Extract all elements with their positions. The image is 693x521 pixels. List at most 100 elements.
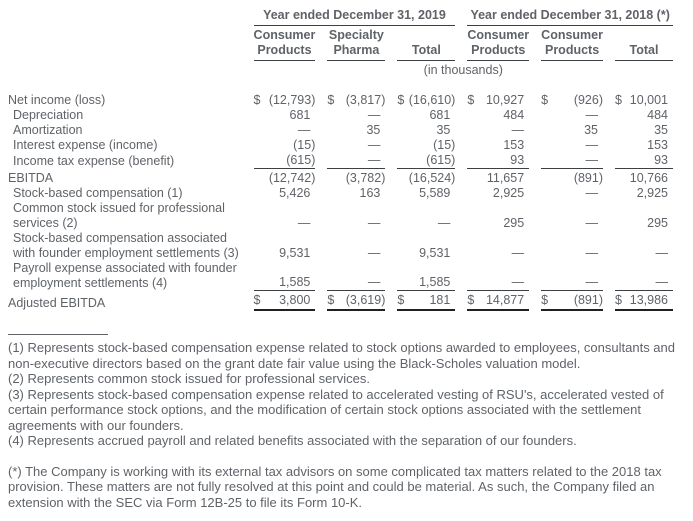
- value-text: —: [297, 216, 311, 230]
- value-text: 9,531: [419, 246, 451, 260]
- value-text: —: [511, 246, 525, 260]
- value-text: —: [437, 216, 451, 230]
- column-header-2019-total: Total: [397, 26, 456, 61]
- footnote: (4) Represents accrued payroll and relat…: [8, 433, 577, 448]
- cell-value: 10,766: [615, 169, 673, 186]
- value-text: 1,585: [419, 275, 451, 289]
- table-row: Payroll expense associated with founder …: [8, 261, 673, 291]
- value-text: (15): [293, 138, 316, 152]
- value-text: —: [367, 138, 381, 152]
- cell-value: —: [541, 231, 603, 261]
- value-text: 35: [366, 123, 381, 137]
- cell-value: —: [397, 201, 455, 231]
- value-text: 2,925: [636, 186, 668, 200]
- footnote-divider: [8, 334, 108, 335]
- cell-value: 681: [397, 108, 455, 123]
- cell-value: $13,986: [615, 291, 673, 311]
- value-text: —: [367, 246, 381, 260]
- spacer-cell: [8, 78, 673, 93]
- cell-value: 1,585: [253, 261, 316, 291]
- cell-value: —: [541, 153, 603, 169]
- value-text: 10,001: [629, 93, 668, 107]
- value-text: 681: [429, 108, 451, 122]
- column-group-2019: Year ended December 31, 2019: [253, 8, 456, 26]
- value-text: 35: [436, 123, 451, 137]
- value-text: (16,610): [408, 93, 456, 107]
- table-row: Net income (loss) $ (12,793) $ (3,817) $ (16,6…: [8, 93, 673, 108]
- cell-value: 153: [467, 138, 529, 153]
- cell-value: (891): [541, 169, 603, 186]
- cell-value: 5,426: [254, 186, 316, 201]
- cell-value: (615): [397, 153, 456, 169]
- value-text: —: [655, 275, 669, 289]
- table-row: Common stock issued for professional ser…: [8, 201, 673, 231]
- cell-value: —: [254, 201, 316, 231]
- cell-value: $ (891): [541, 291, 603, 311]
- value-text: (12,793): [268, 93, 316, 107]
- cell-value: —: [541, 261, 603, 291]
- cell-value: —: [541, 138, 603, 153]
- footnote: (2) Represents common stock issued for p…: [8, 371, 370, 386]
- ebitda-table: Year ended December 31, 2019 Year ended …: [0, 8, 685, 311]
- value-text: 2,925: [492, 186, 525, 200]
- cell-value: $ (3,817): [327, 93, 385, 108]
- dollar-sign: $: [397, 93, 405, 107]
- cell-value: (12,742): [254, 169, 316, 186]
- table-row: Amortization — 35 35 — 35 35: [8, 123, 673, 138]
- value-text: —: [585, 216, 599, 230]
- value-text: (3,782): [345, 171, 386, 185]
- value-text: 35: [584, 123, 598, 137]
- value-text: 153: [647, 138, 668, 152]
- value-text: —: [367, 108, 381, 122]
- dollar-sign: $: [327, 293, 335, 307]
- footnotes-section: (1) Represents stock-based compensation …: [8, 334, 685, 510]
- cell-value: 35: [615, 123, 673, 138]
- cell-value: $10,927: [467, 93, 529, 108]
- value-text: 9,531: [279, 246, 311, 260]
- value-text: —: [511, 123, 525, 137]
- cell-value: —: [467, 261, 530, 291]
- row-label: Income tax expense (benefit): [13, 154, 175, 168]
- cell-value: $ (926): [541, 93, 603, 108]
- value-text: 181: [429, 293, 451, 307]
- cell-value: 681: [254, 108, 316, 123]
- cell-value: $ (16,610): [397, 93, 455, 108]
- row-label: Interest expense (income): [13, 138, 158, 152]
- column-header-2018-consumer-products-1: Consumer Products: [467, 26, 530, 61]
- cell-value: 35: [397, 123, 455, 138]
- value-text: —: [367, 153, 381, 167]
- value-text: 3,800: [279, 293, 311, 307]
- value-text: 295: [503, 216, 525, 230]
- cell-value: —: [541, 201, 603, 231]
- cell-value: —: [541, 186, 603, 201]
- value-text: (891): [573, 293, 603, 307]
- cell-value: 93: [615, 153, 673, 169]
- cell-value: 5,589: [397, 186, 455, 201]
- cell-value: 1,585: [397, 261, 456, 291]
- row-label: Amortization: [13, 123, 83, 137]
- value-text: 93: [510, 153, 525, 167]
- value-text: 13,986: [629, 293, 668, 307]
- value-text: —: [585, 246, 599, 260]
- column-header-2019-consumer-products: Consumer Products: [253, 26, 316, 61]
- value-text: 681: [289, 108, 311, 122]
- footnote: (3) Represents stock-based compensation …: [8, 386, 664, 433]
- value-text: —: [511, 275, 525, 289]
- cell-value: —: [327, 138, 385, 153]
- value-text: (926): [573, 93, 603, 107]
- row-label: Payroll expense associated with founder …: [13, 261, 237, 290]
- cell-value: 163: [327, 186, 385, 201]
- value-text: (891): [573, 171, 603, 185]
- cell-value: —: [467, 231, 529, 261]
- dollar-sign: $: [327, 93, 335, 107]
- value-text: 1,585: [279, 275, 311, 289]
- value-text: 10,927: [485, 93, 525, 107]
- empty-corner-cell: [8, 8, 242, 26]
- row-label: Stock-based compensation (1): [13, 186, 183, 200]
- cell-value: (15): [397, 138, 455, 153]
- column-header-2018-total: Total: [615, 26, 673, 61]
- cell-value: $10,001: [615, 93, 673, 108]
- group-header-row: Year ended December 31, 2019 Year ended …: [8, 8, 673, 26]
- cell-value: —: [467, 123, 529, 138]
- value-text: —: [367, 275, 381, 289]
